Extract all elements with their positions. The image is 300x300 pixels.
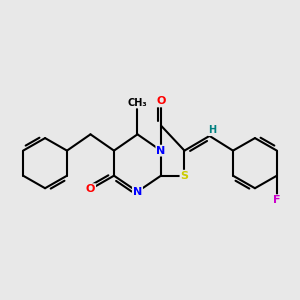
- Text: O: O: [156, 96, 166, 106]
- Text: N: N: [156, 146, 166, 156]
- Text: H: H: [208, 125, 217, 135]
- Text: O: O: [86, 184, 95, 194]
- Text: F: F: [273, 195, 280, 205]
- Text: S: S: [181, 171, 188, 181]
- Text: CH₃: CH₃: [128, 98, 147, 108]
- Text: N: N: [133, 187, 142, 197]
